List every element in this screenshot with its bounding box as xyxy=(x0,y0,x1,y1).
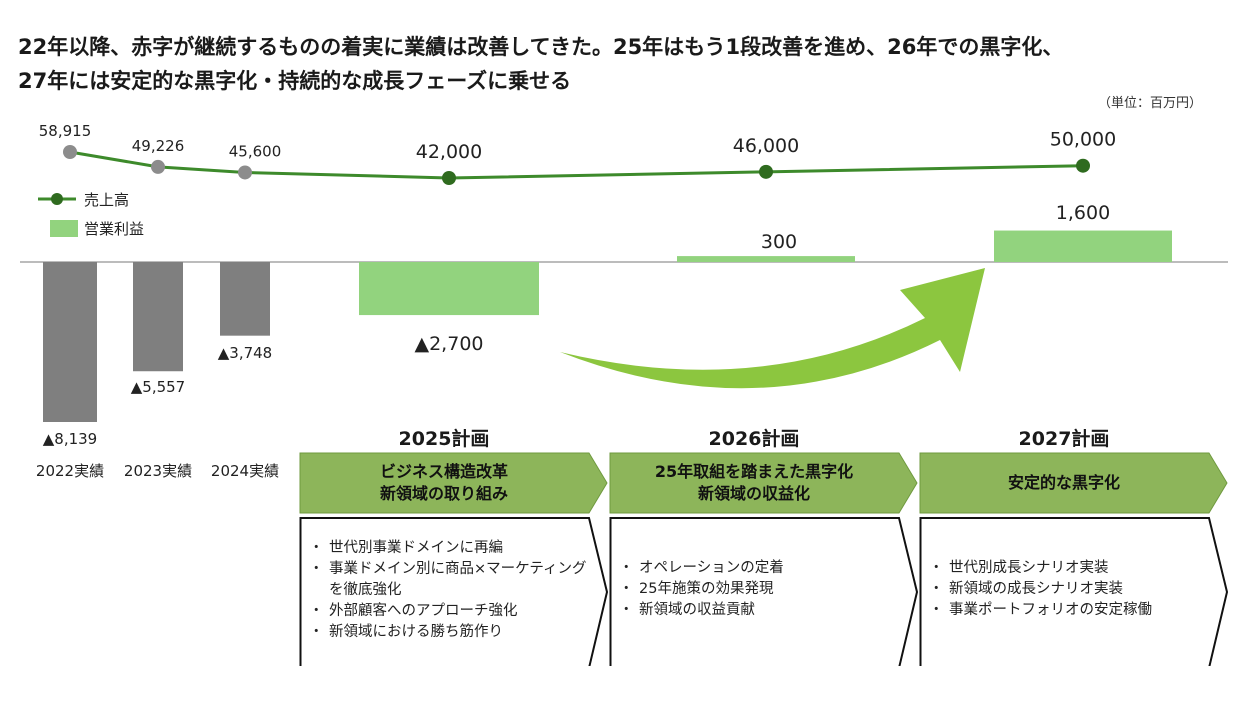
profit-bar-2 xyxy=(133,262,183,372)
plan-card-1: ビジネス構造改革新領域の取り組み世代別事業ドメインに再編事業ドメイン別に商品×マ… xyxy=(299,452,609,672)
sales-line xyxy=(69,150,1084,180)
category-label-2: 2023実績 xyxy=(124,462,192,480)
profit-label-3: ▲3,748 xyxy=(218,344,272,362)
plan-bullet-item: 事業ポートフォリオの安定稼働 xyxy=(929,600,1219,621)
unit-label: （単位：百万円） xyxy=(1098,96,1203,111)
sales-profit-chart: ▲8,139 ▲5,557 ▲3,748 ▲2,700 300 1,600 58,915 49… xyxy=(20,122,1228,480)
profit-bar-4 xyxy=(359,262,539,316)
sales-label-2: 49,226 xyxy=(132,137,185,155)
plan-bullet-item: 世代別成長シナリオ実装 xyxy=(929,558,1219,579)
legend-line-marker xyxy=(51,193,63,205)
plan-year-title-3: 2027計画 xyxy=(1018,428,1110,450)
plan-headline-line: 安定的な黒字化 xyxy=(1007,473,1120,492)
legend-label-profit: 営業利益 xyxy=(84,220,144,238)
plan-year-title-1: 2025計画 xyxy=(398,428,490,450)
plan-bullet-item: 外部顧客へのアプローチ強化 xyxy=(309,601,599,622)
profit-bar-1 xyxy=(43,262,97,422)
plan-card-2: 25年取組を踏まえた黒字化新領域の収益化オペレーションの定着25年施策の効果発現… xyxy=(609,452,919,672)
category-label-3: 2024実績 xyxy=(211,462,279,480)
sales-point-1 xyxy=(63,145,77,159)
sales-label-5: 46,000 xyxy=(733,135,799,157)
profit-label-5: 300 xyxy=(761,231,797,253)
profit-label-2: ▲5,557 xyxy=(131,378,185,396)
plan-headline-line: 新領域の取り組み xyxy=(379,484,508,503)
sales-point-6 xyxy=(1076,158,1090,173)
title-line-2: 27年には安定的な黒字化・持続的な成長フェーズに乗せる xyxy=(18,69,572,93)
improvement-arrow xyxy=(560,268,985,389)
plan-headline-2: 25年取組を踏まえた黒字化 新領域の収益化 xyxy=(609,452,899,514)
sales-label-3: 45,600 xyxy=(229,142,282,160)
plan-chevron-header-1 xyxy=(299,452,608,514)
plan-bullet-list-3: 世代別成長シナリオ実装新領域の成長シナリオ実装事業ポートフォリオの安定稼働 xyxy=(929,558,1219,621)
plan-headline-line: ビジネス構造改革 xyxy=(379,462,508,481)
plan-bullet-list-1: 世代別事業ドメインに再編事業ドメイン別に商品×マーケティングを徹底強化外部顧客へ… xyxy=(309,538,599,643)
sales-point-4 xyxy=(442,171,456,185)
legend-label-sales: 売上高 xyxy=(84,191,129,209)
plan-chevron-header-2 xyxy=(609,452,918,514)
category-label-1: 2022実績 xyxy=(36,462,104,480)
plan-chevron-header-3 xyxy=(919,452,1228,514)
plan-year-title-2: 2026計画 xyxy=(708,428,800,450)
profit-bar-3 xyxy=(220,262,270,336)
title-line-1: 22年以降、赤字が継続するものの着実に業績は改善してきた。25年はもう1段改善を… xyxy=(18,35,1064,59)
sales-point-2 xyxy=(151,159,165,174)
profit-bar-5 xyxy=(677,256,855,262)
profit-bar-6 xyxy=(994,230,1172,262)
page-title: 22年以降、赤字が継続するものの着実に業績は改善してきた。25年はもう1段改善を… xyxy=(18,30,1233,98)
plan-bullet-item: 25年施策の効果発現 xyxy=(619,579,909,600)
profit-label-4: ▲2,700 xyxy=(414,333,483,355)
plan-headline-3: 安定的な黒字化 xyxy=(919,452,1209,514)
plan-bullet-list-2: オペレーションの定着25年施策の効果発現新領域の収益貢献 xyxy=(619,558,909,621)
plan-card-3: 安定的な黒字化世代別成長シナリオ実装新領域の成長シナリオ実装事業ポートフォリオの… xyxy=(919,452,1229,672)
plan-headline-1: ビジネス構造改革 新領域の取り組み xyxy=(299,452,589,514)
sales-point-5 xyxy=(759,164,773,179)
plan-bullet-item: 世代別事業ドメインに再編 xyxy=(309,538,599,559)
plan-bullet-item: 事業ドメイン別に商品×マーケティングを徹底強化 xyxy=(309,559,599,601)
sales-label-1: 58,915 xyxy=(39,122,92,140)
plan-headline-line: 25年取組を踏まえた黒字化 xyxy=(654,462,854,481)
plan-bullet-item: 新領域における勝ち筋作り xyxy=(309,622,599,643)
profit-label-1: ▲8,139 xyxy=(43,430,97,448)
sales-label-6: 50,000 xyxy=(1050,129,1116,151)
plan-bullet-item: 新領域の収益貢献 xyxy=(619,600,909,621)
legend-bar-swatch xyxy=(50,220,78,237)
profit-label-6: 1,600 xyxy=(1056,202,1110,224)
plan-headline-line: 新領域の収益化 xyxy=(697,484,810,503)
plan-bullet-item: 新領域の成長シナリオ実装 xyxy=(929,579,1219,600)
sales-label-4: 42,000 xyxy=(416,141,482,163)
sales-point-3 xyxy=(238,165,252,180)
plan-bullet-item: オペレーションの定着 xyxy=(619,558,909,579)
